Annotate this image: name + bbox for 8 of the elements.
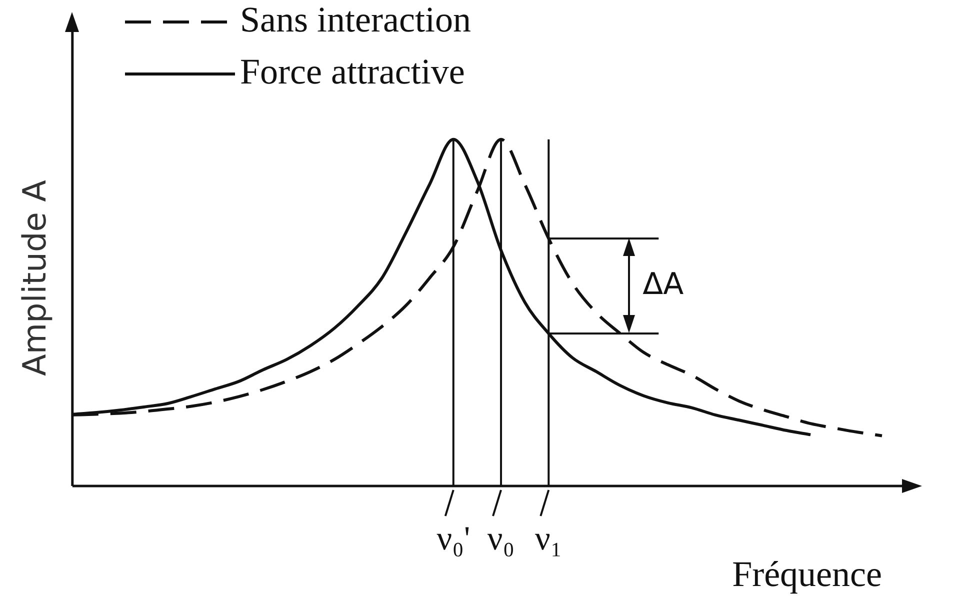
x-axis-title: Fréquence xyxy=(732,554,882,594)
x-tick-label: ν₀ xyxy=(487,520,515,558)
legend-label: Force attractive xyxy=(240,51,465,92)
annotation: ΔA xyxy=(642,266,684,302)
y-axis-title: Amplitude A xyxy=(16,180,54,376)
legend-label: Sans interaction xyxy=(240,0,471,40)
x-tick-label: ν₀' xyxy=(436,520,470,558)
x-tick-label: ν₁ xyxy=(535,520,562,558)
